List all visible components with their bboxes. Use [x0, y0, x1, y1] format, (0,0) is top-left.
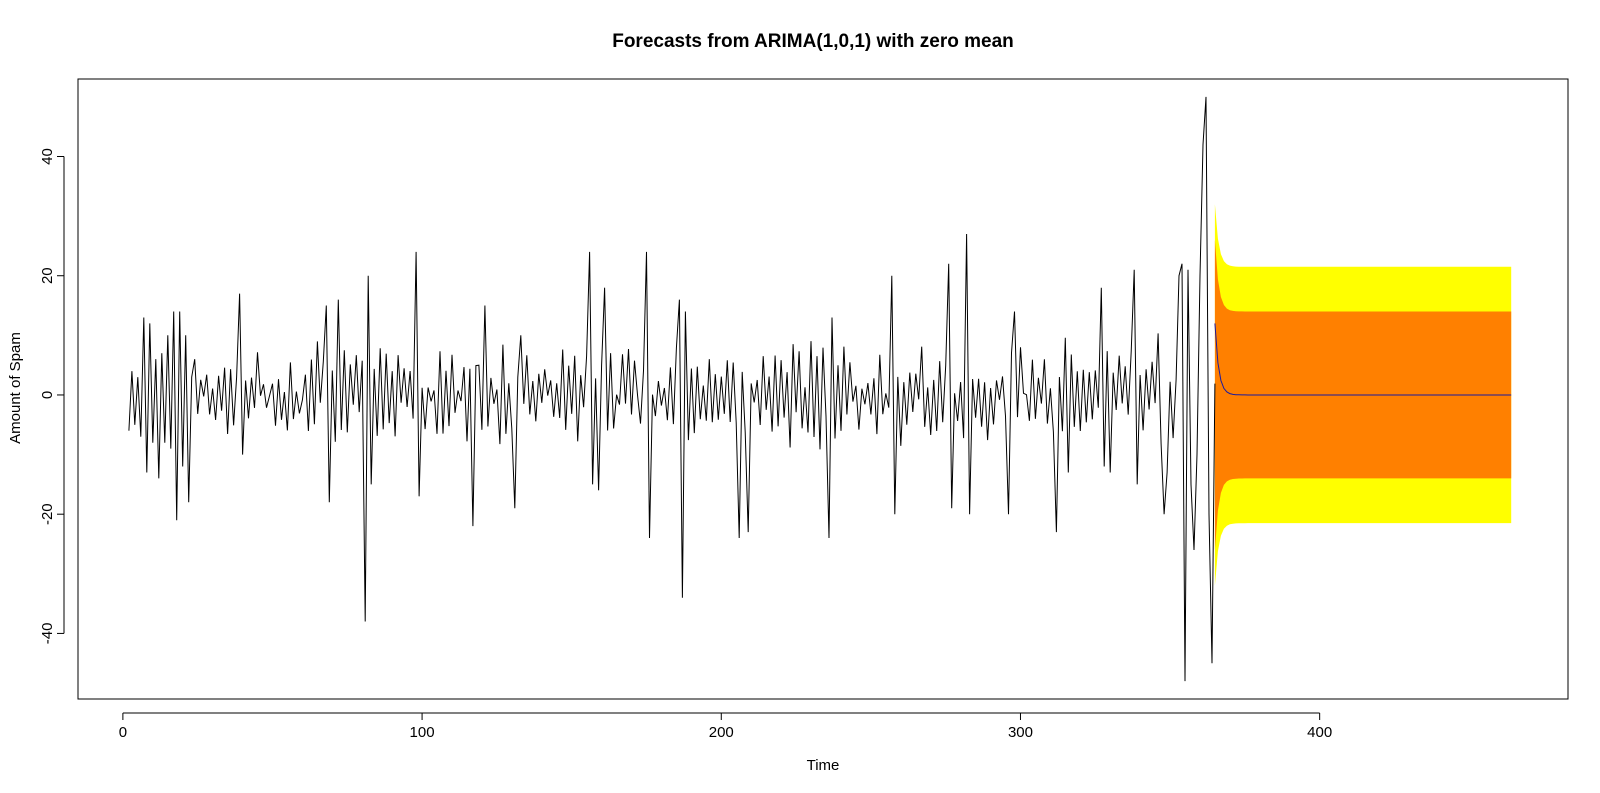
- plot-frame: [77, 78, 1569, 700]
- chart-title: Forecasts from ARIMA(1,0,1) with zero me…: [612, 31, 1014, 52]
- y-axis: -40 -20 0 20 40: [39, 148, 65, 645]
- x-tick-label: 200: [709, 724, 734, 741]
- x-axis-label: Time: [807, 757, 840, 774]
- x-tick-label: 100: [410, 724, 435, 741]
- x-tick-label: 400: [1307, 724, 1332, 741]
- y-tick-label: 0: [39, 391, 56, 399]
- y-axis-label: Amount of Spam: [7, 332, 24, 444]
- y-tick-label: -40: [39, 623, 56, 645]
- x-axis: 0 100 200 300 400: [119, 712, 1332, 741]
- forecast-mean-line: [1214, 323, 1512, 396]
- observed-series-line: [128, 96, 1216, 682]
- y-tick-label: -20: [39, 503, 56, 525]
- y-tick-label: 40: [39, 148, 56, 165]
- x-tick-label: 300: [1008, 724, 1033, 741]
- y-tick-label: 20: [39, 267, 56, 284]
- x-tick-label: 0: [119, 724, 127, 741]
